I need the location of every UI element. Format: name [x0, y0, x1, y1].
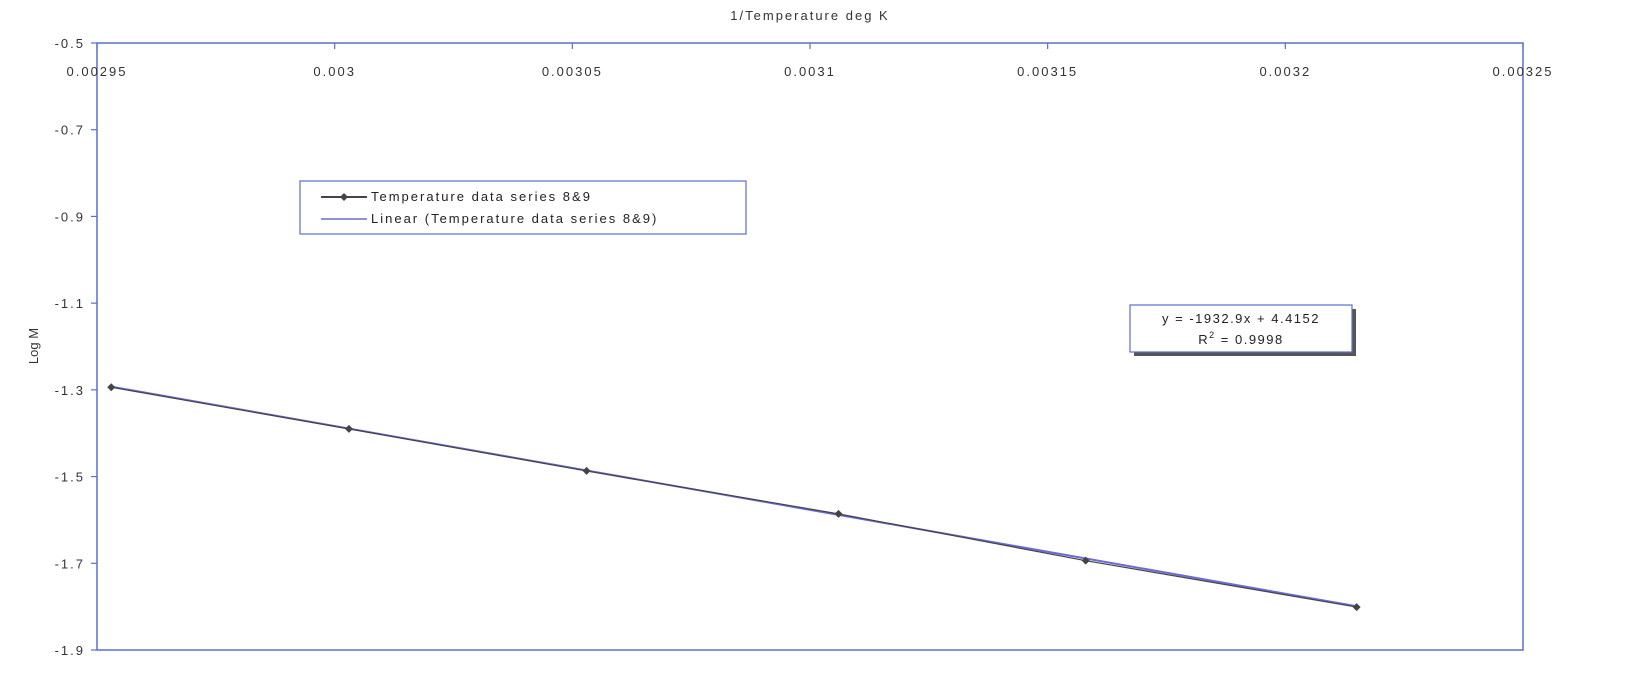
data-point — [582, 466, 591, 475]
x-tick-label: 0.0032 — [1259, 64, 1311, 79]
data-series — [107, 383, 1361, 612]
trendline-equation-box: y = -1932.9x + 4.4152 R2 = 0.9998 — [1129, 304, 1356, 356]
y-axis-title: Log M — [26, 328, 41, 364]
r-squared-text: R2 = 0.9998 — [1198, 330, 1283, 347]
legend-series-marker — [340, 193, 348, 201]
legend: Temperature data series 8&9 Linear (Temp… — [299, 180, 747, 235]
x-axis-ticks: 0.00295 0.003 0.00305 0.0031 0.00315 0.0032 0.… — [67, 43, 1554, 79]
y-tick-label: -1.1 — [55, 296, 85, 311]
y-tick-label: -1.3 — [55, 383, 85, 398]
series-line — [111, 386, 1357, 608]
y-tick-label: -1.9 — [55, 643, 85, 658]
x-tick-label: 0.00295 — [67, 64, 128, 79]
equation-text: y = -1932.9x + 4.4152 — [1162, 311, 1320, 326]
y-tick-label: -0.5 — [55, 36, 85, 51]
x-tick-label: 0.00315 — [1017, 64, 1078, 79]
data-point — [834, 509, 843, 518]
data-point — [1081, 556, 1090, 565]
x-tick-label: 0.0031 — [784, 64, 836, 79]
y-tick-label: -0.9 — [55, 209, 85, 224]
y-tick-label: -1.5 — [55, 470, 85, 485]
x-tick-label: 0.00305 — [542, 64, 603, 79]
data-point — [1352, 603, 1361, 612]
data-point — [107, 383, 116, 392]
y-tick-label: -1.7 — [55, 556, 85, 571]
equation-box — [1129, 304, 1353, 353]
legend-label-trendline: Linear (Temperature data series 8&9) — [371, 211, 658, 226]
x-tick-label: 0.003 — [313, 64, 356, 79]
y-axis-ticks: -0.5 -0.7 -0.9 -1.1 -1.3 -1.5 -1.7 -1.9 — [55, 36, 97, 658]
data-point — [344, 424, 353, 433]
legend-box — [299, 180, 747, 235]
y-tick-label: -0.7 — [55, 123, 85, 138]
x-tick-label: 0.00325 — [1493, 64, 1554, 79]
legend-label-series: Temperature data series 8&9 — [371, 189, 592, 204]
chart-title: 1/Temperature deg K — [730, 8, 889, 23]
